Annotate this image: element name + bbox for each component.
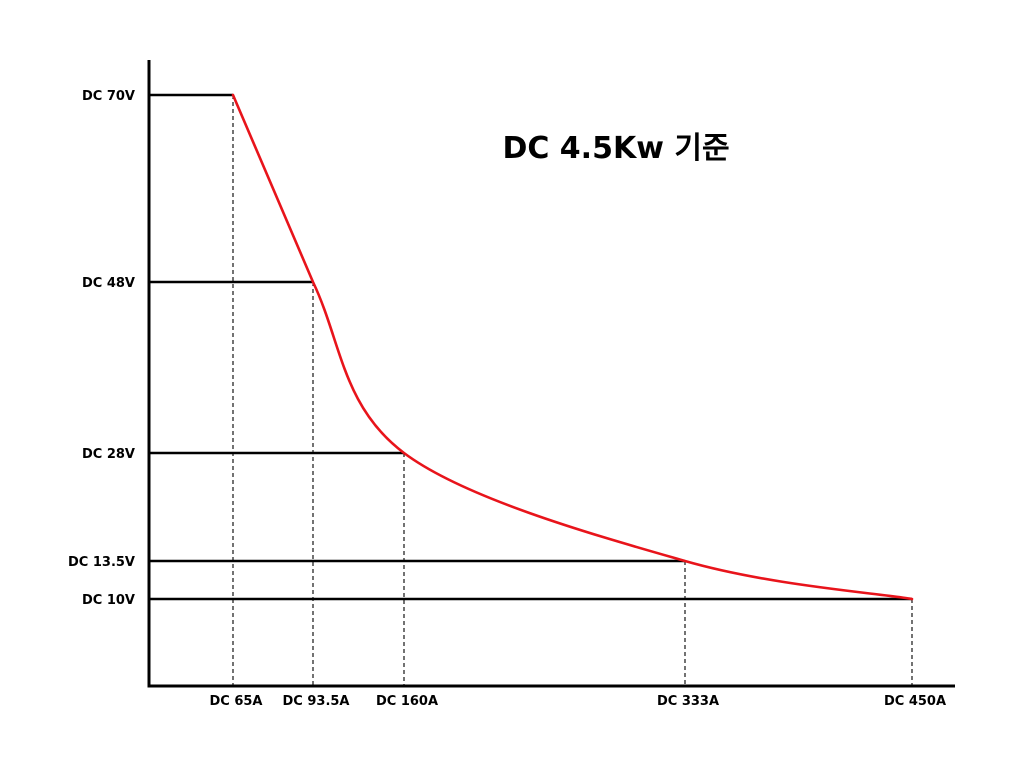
x-tick-label-3: DC 333A [657, 694, 719, 709]
x-tick-labels: DC 65A DC 93.5A DC 160A DC 333A DC 450A [209, 694, 946, 709]
reference-lines [149, 93, 913, 686]
x-tick-label-0: DC 65A [209, 694, 262, 709]
x-tick-label-4: DC 450A [884, 694, 946, 709]
y-tick-label-3: DC 13.5V [68, 555, 135, 570]
y-tick-label-1: DC 48V [82, 276, 135, 291]
series-line [231, 93, 914, 601]
y-tick-label-4: DC 10V [82, 593, 135, 608]
x-tick-label-1: DC 93.5A [283, 694, 350, 709]
x-tick-label-2: DC 160A [376, 694, 438, 709]
axes [147, 60, 955, 688]
chart-title: DC 4.5Kw 기준 [502, 131, 729, 166]
y-tick-label-2: DC 28V [82, 447, 135, 462]
y-tick-label-0: DC 70V [82, 89, 135, 104]
y-tick-labels: DC 70V DC 48V DC 28V DC 13.5V DC 10V [68, 89, 135, 608]
